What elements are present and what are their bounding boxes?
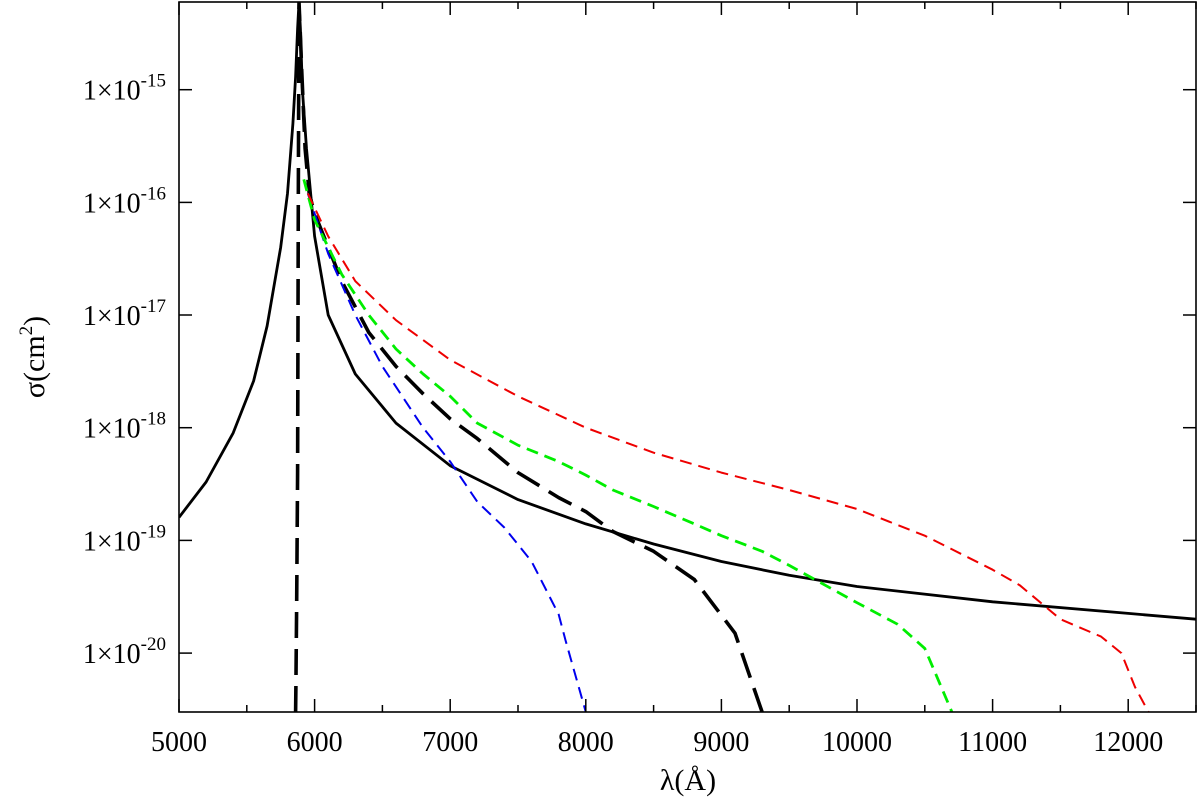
series-line-4: [302, 179, 954, 712]
plot-frame: [178, 1, 1197, 713]
y-tick-label: 1×10-20: [83, 634, 166, 670]
y-axis-label-sup: 2: [16, 326, 37, 336]
x-tick-label: 8000: [558, 727, 614, 758]
series-line-5: [306, 192, 1150, 712]
tick-labels-layer: 5000 6000 7000 8000 9000 10000 11000 120001×10-…: [83, 71, 1163, 758]
y-tick-label-exp: -20: [141, 634, 166, 655]
series-line-2: [293, 2, 764, 712]
y-tick-label-base: 1×10: [83, 301, 141, 332]
y-tick-label: 1×10-18: [83, 409, 166, 445]
x-tick-label: 5000: [151, 727, 207, 758]
x-axis-label: λ(Å): [660, 764, 716, 797]
y-tick-label-base: 1×10: [83, 639, 141, 670]
y-tick-label-exp: -18: [141, 409, 166, 430]
series-line-3: [306, 193, 587, 712]
y-tick-label-exp: -19: [141, 521, 166, 542]
y-tick-label: 1×10-15: [83, 71, 166, 107]
y-tick-label-exp: -15: [141, 71, 166, 92]
y-tick-label: 1×10-17: [83, 296, 166, 332]
y-tick-label: 1×10-19: [83, 521, 166, 557]
x-tick-label: 7000: [422, 727, 478, 758]
y-axis-label-close: ): [18, 316, 51, 326]
y-tick-label-exp: -17: [141, 296, 166, 317]
x-tick-label: 6000: [287, 727, 343, 758]
x-tick-label: 12000: [1093, 727, 1163, 758]
series-layer: [179, 2, 1196, 712]
y-tick-label-base: 1×10: [83, 188, 141, 219]
y-tick-label-base: 1×10: [83, 526, 141, 557]
x-tick-label: 9000: [693, 727, 749, 758]
y-tick-label-base: 1×10: [83, 76, 141, 107]
x-tick-label: 11000: [958, 727, 1027, 758]
y-axis-label: σ(cm2): [16, 316, 51, 398]
x-tick-label: 10000: [822, 727, 892, 758]
series-line-1: [179, 2, 1196, 621]
y-axis-label-base: σ(cm: [18, 335, 51, 398]
ticks-layer: [178, 2, 1197, 712]
y-tick-label: 1×10-16: [83, 183, 166, 219]
y-tick-label-exp: -16: [141, 183, 166, 204]
y-tick-label-base: 1×10: [83, 414, 141, 445]
